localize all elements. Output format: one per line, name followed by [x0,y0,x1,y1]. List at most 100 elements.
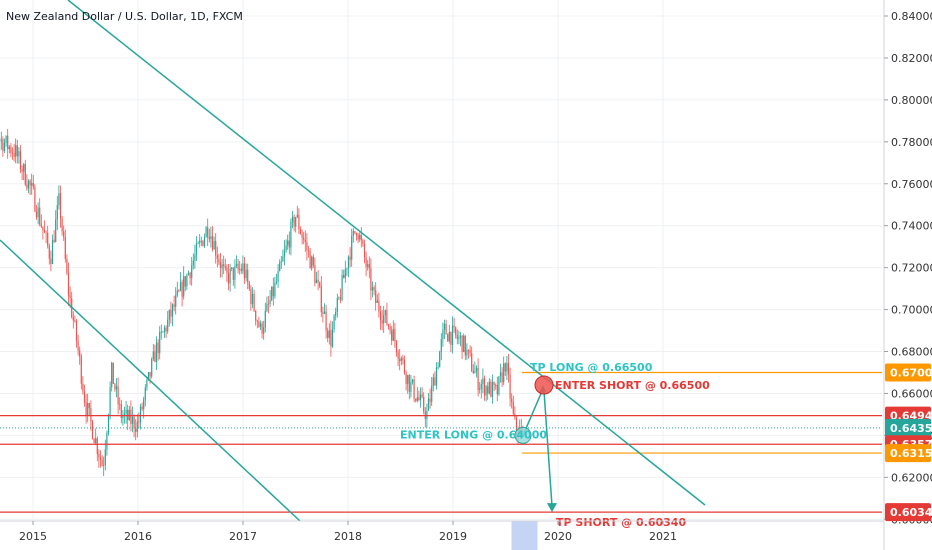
candle-body [24,164,26,185]
candle-body [320,286,322,313]
candle-body [271,286,273,301]
candle-body [463,335,465,353]
candle-body [317,279,319,283]
candle-body [421,394,423,397]
candle-body [58,193,60,206]
candle-body [368,264,370,269]
candle-body [19,151,22,170]
candle-body [275,281,278,283]
candle-body [365,257,367,267]
candle-body [88,403,90,408]
candle-body [288,240,290,248]
candle-body [264,310,266,328]
candle-body [159,331,161,354]
candle-body [253,293,255,311]
price-tick-label: 0.84000 [891,10,932,23]
candle-body [119,404,121,406]
descending-resistance-line[interactable] [67,0,706,506]
candle-body [226,267,228,273]
candle-body [147,372,150,380]
candle-body [240,268,242,272]
candle-body [363,243,366,258]
candle-body [178,290,180,292]
candle-body [362,240,364,244]
price-tags: 0.670000.649420.643570.635780.631570.603… [885,363,932,522]
candle-body [261,323,263,334]
candle-body [483,378,486,396]
candle-body [53,239,55,243]
candle-body [283,250,286,257]
candle-body [15,145,17,157]
candle-body [383,315,385,324]
candle-body [243,263,246,279]
candle-body [282,256,284,262]
candle-body [415,398,417,401]
candle-body [435,367,438,386]
candle-body [168,309,170,320]
candle-body [95,438,97,444]
price-tag [885,503,931,522]
candle-body [301,234,303,238]
candle-body [309,251,311,269]
candle-body [458,337,460,339]
candle-body [75,320,78,341]
candle-body [195,243,198,255]
candle-body [440,339,442,352]
candle-body [397,352,399,360]
price-tick-label: 0.62000 [891,471,932,484]
candle-body [112,362,114,384]
time-axis[interactable]: 2015 2016 2017 2018 2019 2020 2021 [19,521,677,543]
chart-title: New Zealand Dollar / U.S. Dollar, 1D, FX… [6,10,243,23]
candle-body [51,239,54,264]
candle-body [37,207,39,218]
candle-body [207,227,209,237]
candle-body [341,275,343,300]
descending-support-line[interactable] [0,239,301,522]
candle-body [250,288,252,305]
horizontal-levels [0,371,882,513]
price-tick-label: 0.70000 [891,304,932,317]
date-highlight-band [511,521,538,550]
candle-body [127,409,129,421]
candle-body [120,404,122,419]
candle-body [429,398,431,402]
candle-body [131,416,134,424]
candle-body [69,295,71,299]
candle-body [443,323,446,330]
candle-body [219,262,222,269]
candle-body [259,323,262,327]
candle-body [101,459,103,466]
candle-body [248,282,250,289]
candle-body [111,362,113,388]
time-tick-label: 2020 [544,530,572,543]
candle-body [381,320,383,324]
candle-body [256,320,258,322]
candle-body [56,205,58,220]
candle-body [346,268,348,270]
candle-body [338,297,340,299]
candle-body [245,269,247,279]
trendlines [0,0,706,522]
candle-body [427,398,430,411]
candle-body [370,268,372,291]
enter-long-marker[interactable] [514,426,532,444]
candle-body [464,335,466,356]
price-tick-label: 0.76000 [891,178,932,191]
candle-body [295,217,297,227]
candle-body [376,300,378,303]
candle-body [285,245,287,251]
candle-body [507,362,510,375]
candle-body [66,258,68,273]
candle-body [488,381,490,394]
candle-body [512,401,514,414]
candle-body [21,169,23,172]
candle-body [498,376,500,395]
candle-body [395,341,398,353]
candle-body [475,367,478,372]
candle-body [328,330,330,338]
enter-short-marker[interactable] [534,375,554,395]
candle-body [303,237,305,240]
candle-body [98,454,100,458]
